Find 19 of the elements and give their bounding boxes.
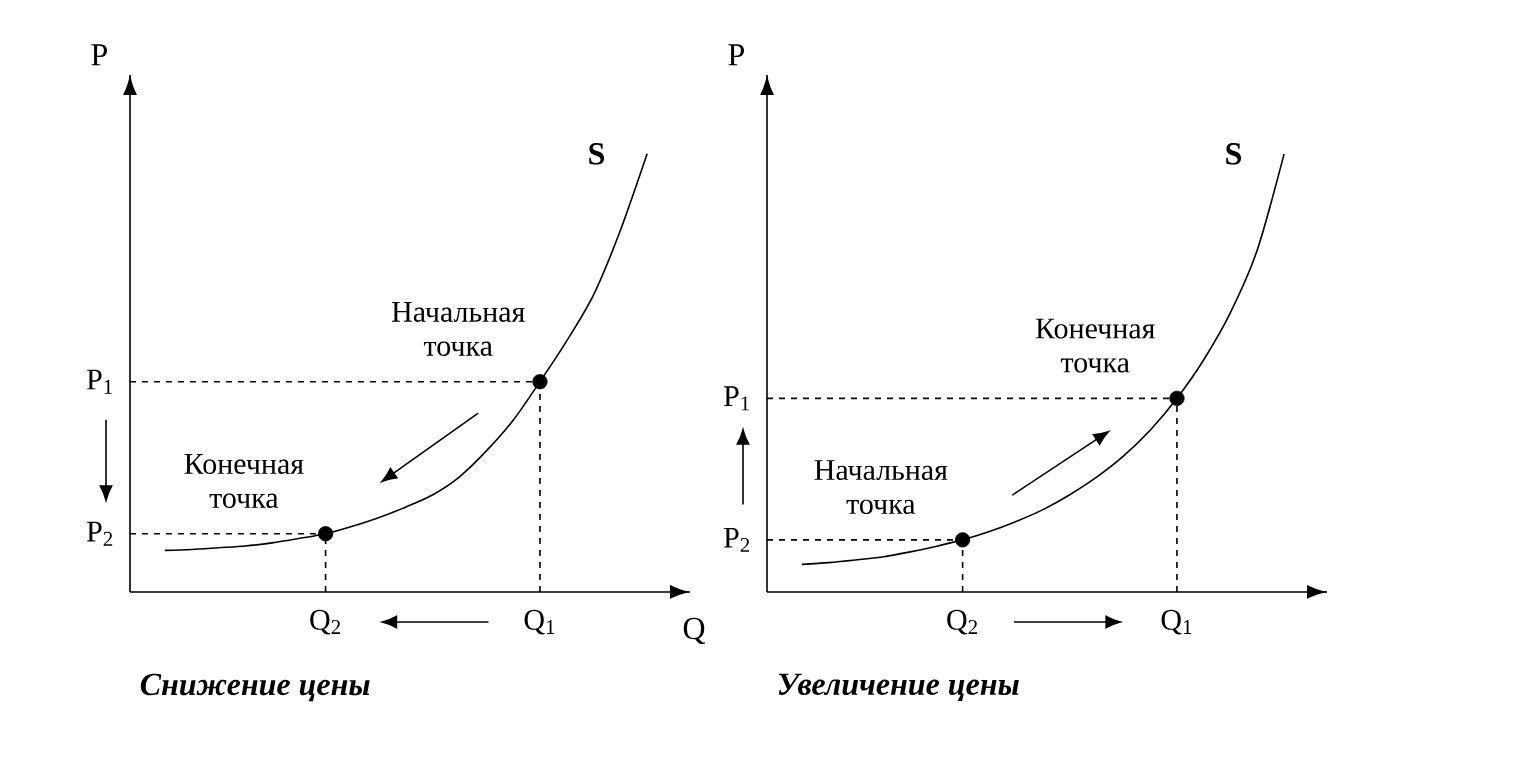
ref-line-label: P$_{2}$ (86, 521, 113, 546)
annotation: Начальная точка (814, 460, 948, 515)
x-tick-label: Q$_{2}$ (310, 609, 341, 635)
annotation: Конечная точка (184, 454, 304, 508)
ref-line-label: P$_{1}$ (86, 369, 112, 394)
series-label: S (589, 143, 605, 165)
series-label: S (1226, 143, 1242, 165)
x-axis-title: Q (683, 617, 705, 645)
text: Увеличение цены (778, 673, 1019, 702)
y-axis-title: P (91, 44, 107, 66)
y-axis-title: P (728, 44, 744, 66)
ref-line-label: P$_{2}$ (723, 527, 750, 552)
x-tick-label: Q$_{2}$ (947, 609, 978, 635)
annotation: Конечная точка (1035, 318, 1155, 373)
annotation: Начальная точка (391, 302, 525, 356)
x-tick-label: Q$_{1}$ (1161, 609, 1192, 635)
text: Снижение цены (140, 673, 370, 702)
ref-line-label: P$_{1}$ (723, 386, 749, 411)
x-tick-label: Q$_{1}$ (524, 609, 555, 635)
